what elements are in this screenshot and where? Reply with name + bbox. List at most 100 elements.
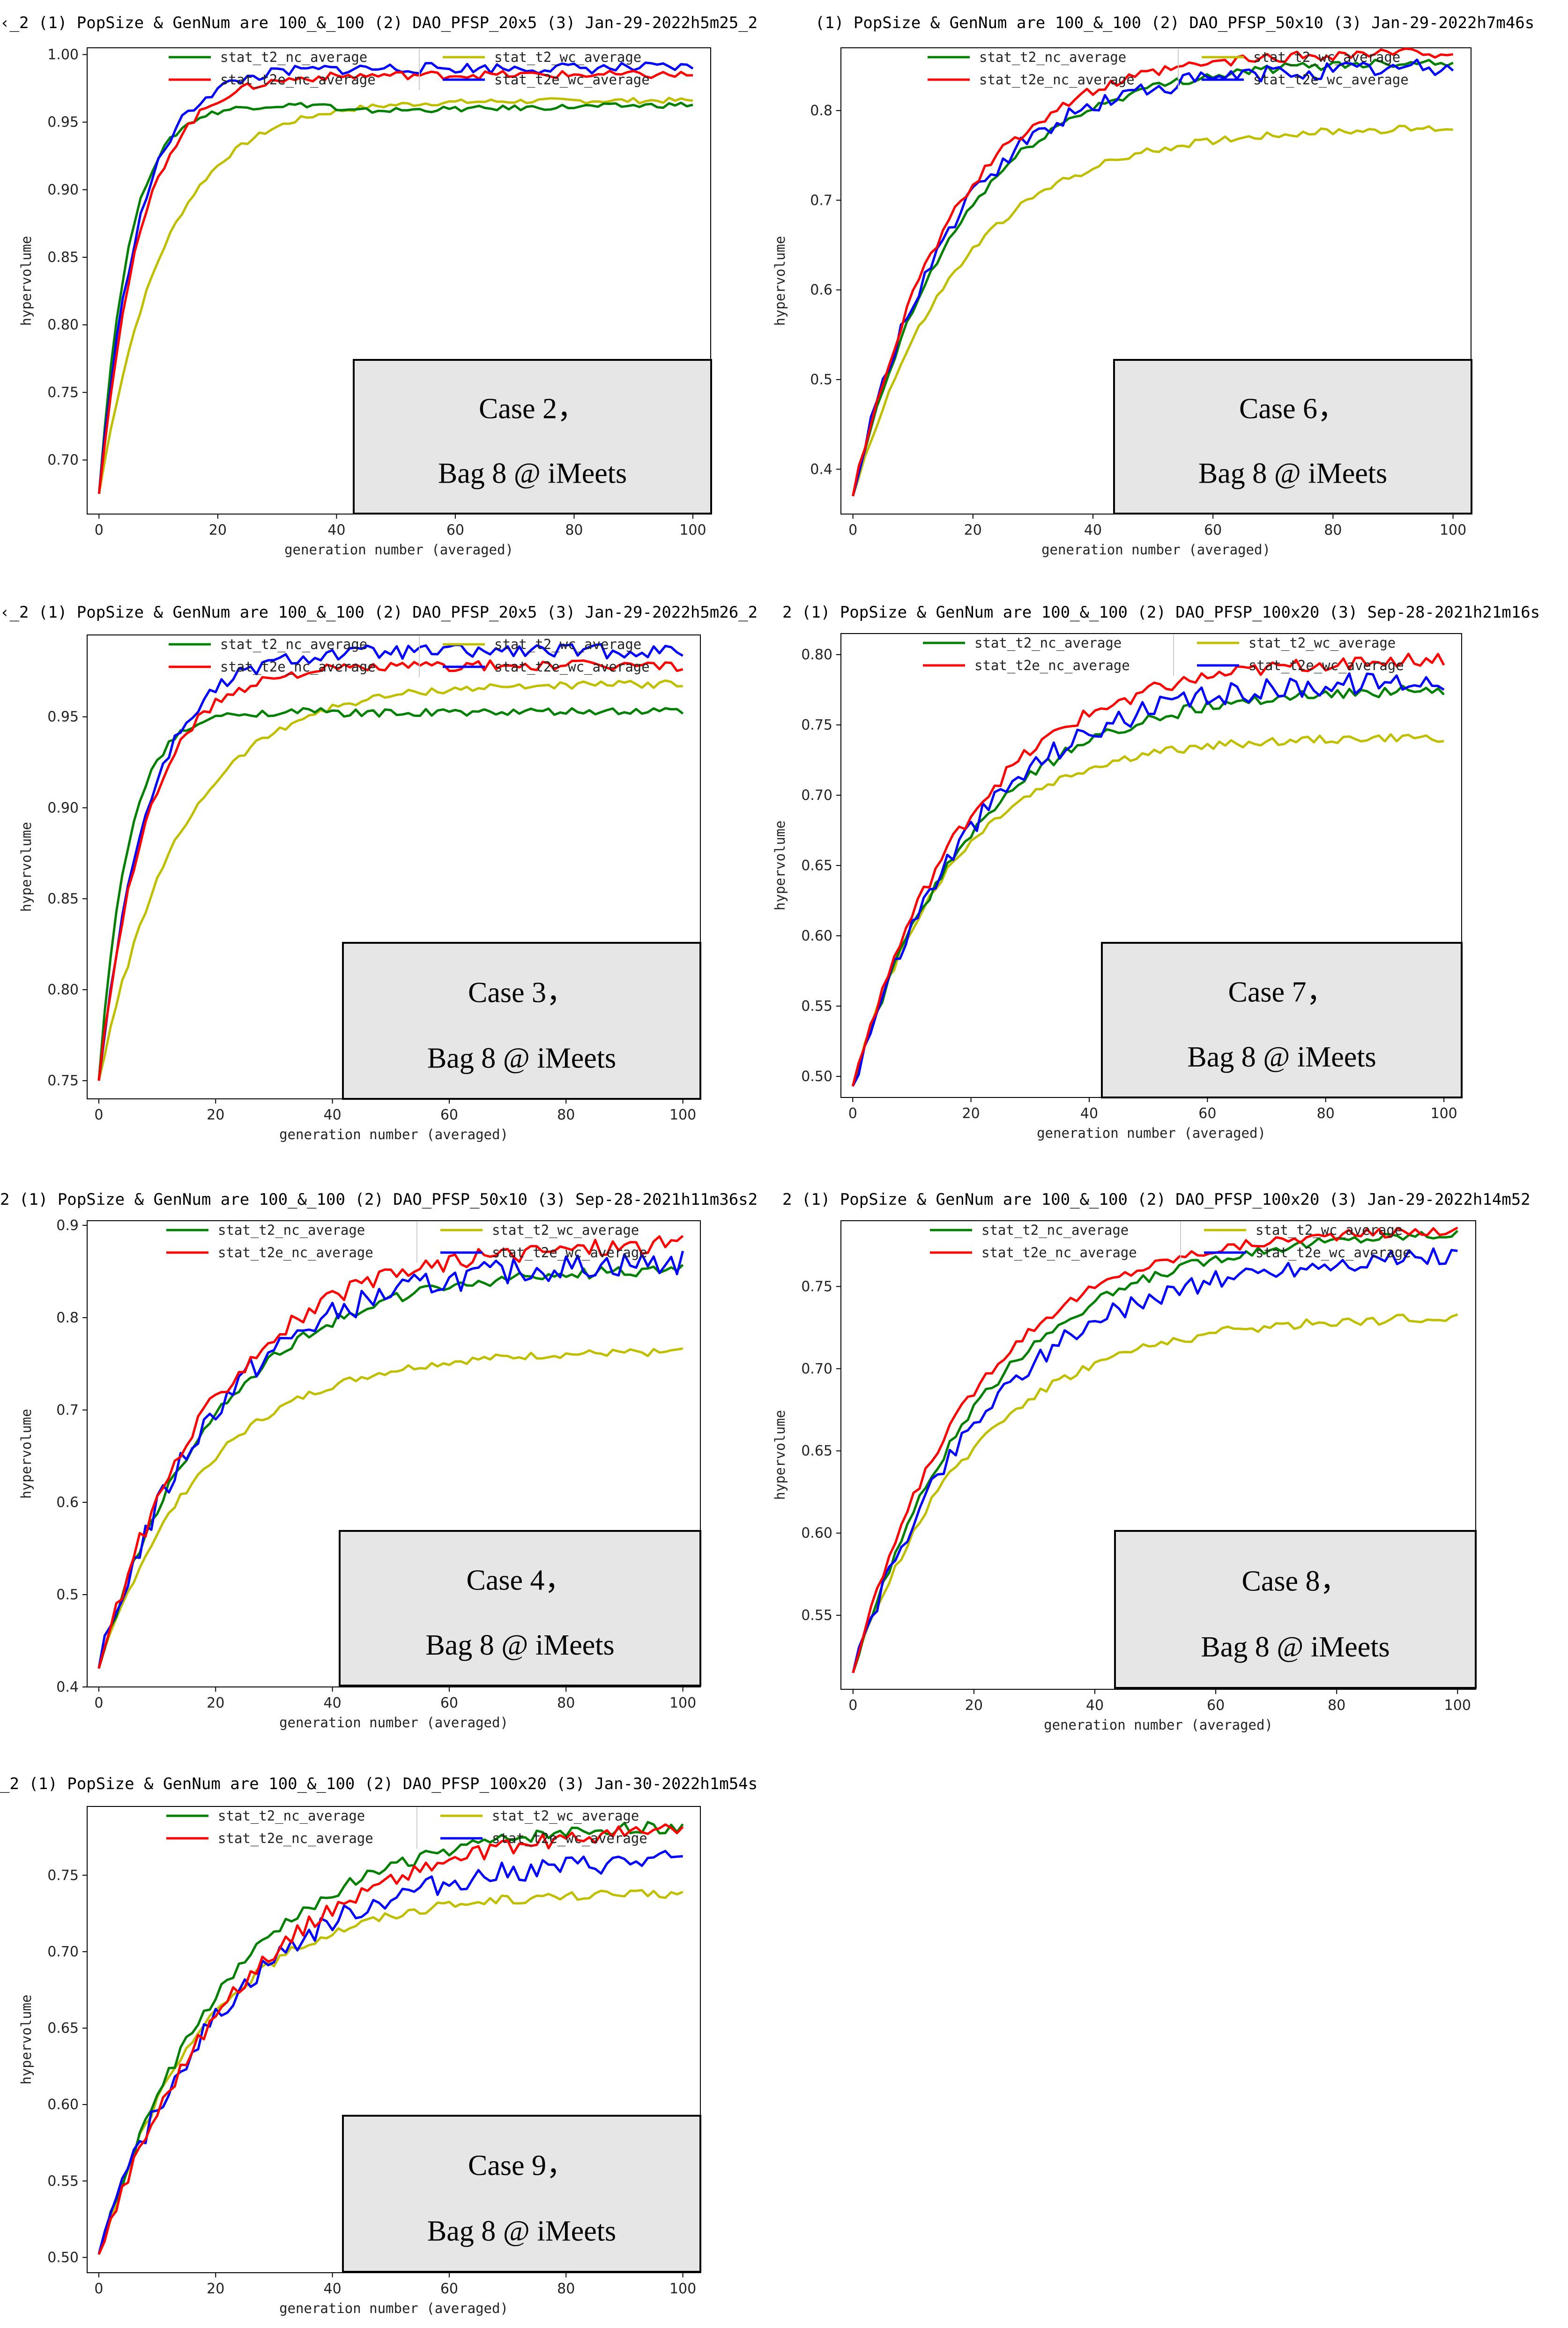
y-tick-label: 0.55 (47, 2173, 79, 2189)
y-tick-label: 0.65 (47, 2020, 79, 2037)
series-line-stat_t2e_nc_average (851, 652, 1445, 1087)
case-label: Case 8， (1241, 1565, 1349, 1597)
series-line-stat_t2_wc_average (97, 1889, 684, 2255)
x-tick-label: 0 (848, 522, 857, 538)
x-tick-label: 40 (324, 2281, 342, 2297)
series-line-stat_t2e_wc_average (97, 1251, 684, 1669)
y-tick-label: 0.65 (801, 1443, 832, 1459)
chart-c9: _2 (1) PopSize & GenNum are 100_&_100 (2… (0, 1775, 758, 2316)
x-tick-label: 80 (557, 1107, 575, 1123)
case-label: Case 7， (1228, 976, 1335, 1008)
case-label: Case 3， (468, 977, 575, 1009)
case-annotation-box (1114, 1530, 1477, 1689)
y-tick-label: 0.7 (810, 192, 832, 209)
x-tick-label: 100 (1431, 1105, 1457, 1122)
x-tick-label: 20 (962, 1105, 980, 1122)
legend-label: stat_t2e_wc_average (494, 659, 650, 675)
x-tick-label: 40 (1080, 1105, 1098, 1122)
legend-label: stat_t2e_nc_average (981, 1245, 1137, 1261)
bag-label: Bag 8 @ iMeets (1201, 1631, 1390, 1663)
x-tick-label: 0 (848, 1697, 857, 1714)
series-line-stat_t2_wc_average (97, 97, 693, 494)
chart-c4: 2 (1) PopSize & GenNum are 100_&_100 (2)… (0, 1190, 758, 1731)
y-tick-label: 0.8 (56, 1310, 79, 1326)
x-axis-label: generation number (averaged) (1041, 542, 1271, 558)
x-tick-label: 100 (679, 522, 706, 538)
y-tick-label: 0.75 (47, 384, 79, 401)
x-tick-label: 40 (1086, 1697, 1104, 1714)
case-label: Case 9， (468, 2150, 575, 2182)
y-axis-label: hypervolume (18, 1994, 34, 2084)
y-tick-label: 0.70 (47, 1944, 79, 1960)
bag-label: Bag 8 @ iMeets (427, 2215, 616, 2247)
legend-label: stat_t2e_wc_average (1253, 72, 1409, 88)
x-tick-label: 40 (327, 522, 345, 538)
legend-label: stat_t2_wc_average (1248, 635, 1396, 651)
y-tick-label: 0.4 (810, 461, 832, 478)
y-tick-label: 0.6 (810, 282, 832, 298)
series-line-stat_t2_nc_average (852, 1230, 1459, 1673)
chart-c2: ‹_2 (1) PopSize & GenNum are 100_&_100 (… (0, 14, 758, 558)
case-annotation-box (353, 359, 712, 515)
series-line-stat_t2e_wc_average (851, 672, 1445, 1087)
series-line-stat_t2e_nc_average (852, 47, 1453, 497)
chart-title: _2 (1) PopSize & GenNum are 100_&_100 (2… (0, 1775, 758, 1793)
chart-title: 2 (1) PopSize & GenNum are 100_&_100 (2)… (782, 1190, 1531, 1209)
x-tick-label: 100 (669, 1695, 696, 1711)
bag-label: Bag 8 @ iMeets (1187, 1041, 1376, 1073)
y-tick-label: 0.5 (56, 1587, 79, 1603)
y-tick-label: 0.70 (47, 452, 79, 469)
bag-label: Bag 8 @ iMeets (1198, 457, 1387, 489)
series-line-stat_t2e_wc_average (97, 643, 684, 1081)
chart-c3: ‹_2 (1) PopSize & GenNum are 100_&_100 (… (0, 603, 758, 1142)
legend-label: stat_t2e_nc_average (218, 1830, 373, 1847)
x-tick-label: 80 (557, 2281, 575, 2297)
y-tick-label: 0.75 (47, 1073, 79, 1089)
y-tick-label: 1.00 (47, 46, 79, 63)
legend-label: stat_t2e_nc_average (979, 72, 1135, 88)
x-tick-label: 100 (669, 1107, 696, 1123)
x-tick-label: 20 (207, 2281, 224, 2297)
x-axis-label: generation number (averaged) (279, 2300, 508, 2316)
x-tick-label: 60 (1198, 1105, 1216, 1122)
y-axis-label: hypervolume (772, 236, 788, 326)
series-line-stat_t2_nc_average (97, 1821, 684, 2255)
x-tick-label: 20 (965, 1697, 983, 1714)
y-tick-label: 0.75 (801, 717, 832, 733)
legend-label: stat_t2_nc_average (218, 1222, 365, 1239)
case-annotation-box (342, 2115, 701, 2273)
series-line-stat_t2_wc_average (852, 1313, 1458, 1673)
series-line-stat_t2e_nc_average (97, 69, 693, 494)
x-tick-label: 40 (1084, 522, 1102, 538)
legend-label: stat_t2_nc_average (981, 1222, 1129, 1239)
legend-label: stat_t2e_wc_average (494, 72, 650, 88)
series-line-stat_t2e_wc_average (97, 1850, 683, 2255)
legend-label: stat_t2e_nc_average (220, 659, 376, 675)
y-axis-label: hypervolume (772, 821, 788, 910)
x-axis-label: generation number (averaged) (279, 1127, 508, 1142)
y-tick-label: 0.60 (801, 928, 832, 944)
x-tick-label: 0 (94, 1695, 103, 1711)
x-tick-label: 40 (324, 1695, 342, 1711)
x-tick-label: 80 (1328, 1697, 1345, 1714)
x-tick-label: 20 (964, 522, 982, 538)
legend-label: stat_t2e_wc_average (492, 1245, 647, 1261)
y-tick-label: 0.80 (801, 647, 832, 663)
legend-label: stat_t2e_nc_average (974, 657, 1130, 674)
series-line-stat_t2_wc_average (852, 125, 1453, 497)
y-tick-label: 0.75 (47, 1867, 79, 1884)
x-tick-label: 100 (1440, 522, 1466, 538)
x-tick-label: 60 (1207, 1697, 1225, 1714)
x-axis-label: generation number (averaged) (284, 542, 513, 558)
y-tick-label: 0.85 (47, 891, 79, 907)
chart-title: 2 (1) PopSize & GenNum are 100_&_100 (2)… (0, 1190, 758, 1209)
y-tick-label: 0.55 (801, 998, 832, 1015)
x-tick-label: 80 (565, 522, 583, 538)
chart-title: (1) PopSize & GenNum are 100_&_100 (2) D… (815, 14, 1534, 32)
y-tick-label: 0.95 (47, 709, 79, 725)
legend-label: stat_t2e_nc_average (218, 1245, 373, 1261)
x-tick-label: 20 (207, 1695, 224, 1711)
series-line-stat_t2e_nc_average (852, 1226, 1458, 1673)
x-tick-label: 60 (1204, 522, 1222, 538)
bag-label: Bag 8 @ iMeets (427, 1042, 616, 1074)
